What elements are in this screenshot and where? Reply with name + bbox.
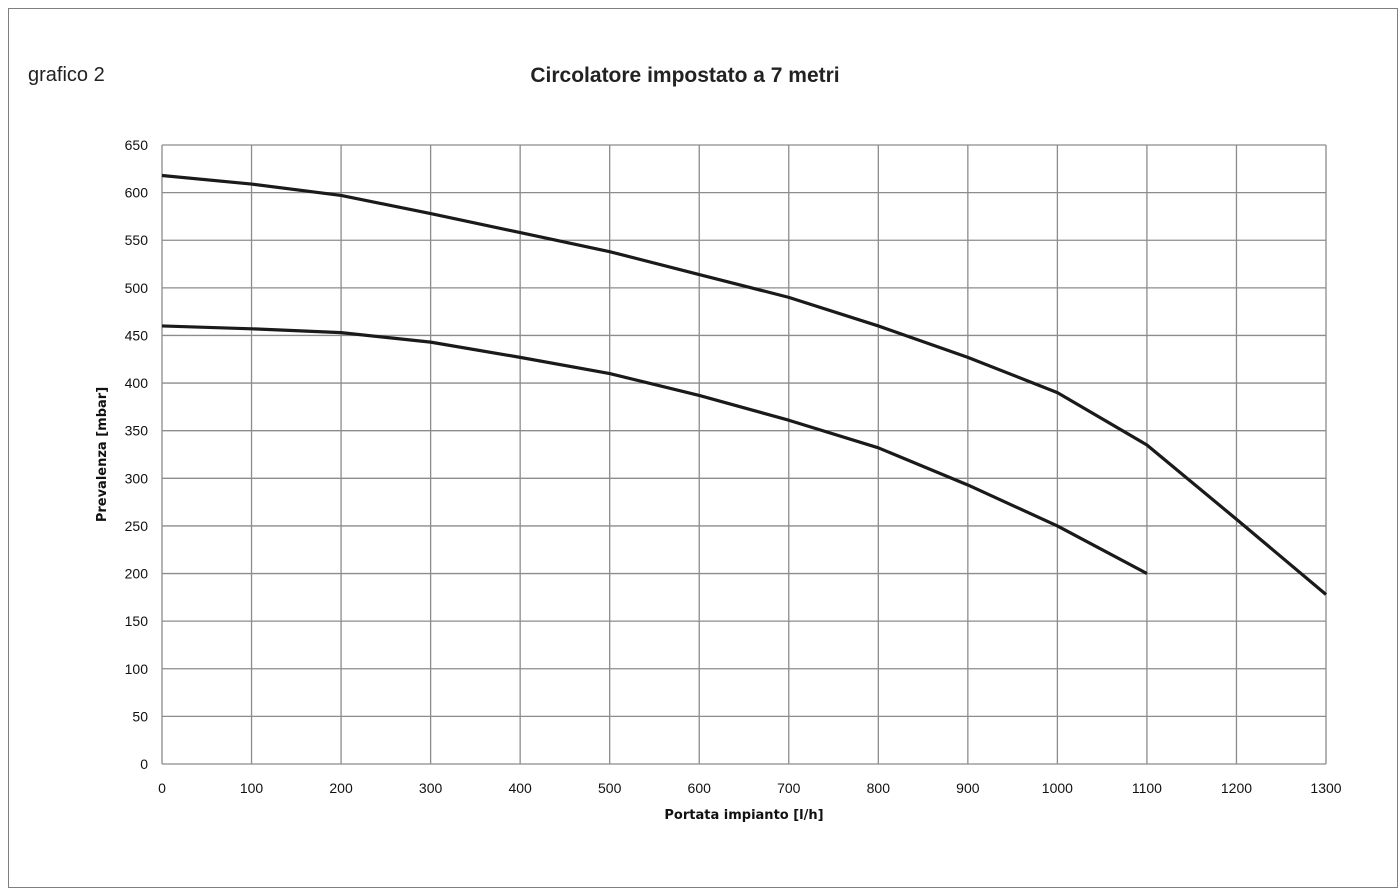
y-tick-label: 350 (125, 423, 149, 439)
y-tick-label: 150 (125, 613, 149, 629)
series-line-2 (161, 324, 1148, 575)
x-tick-label: 800 (867, 780, 891, 796)
series-layer (161, 173, 1328, 596)
x-tick-label: 100 (240, 780, 264, 796)
y-tick-label: 300 (125, 470, 149, 486)
x-tick-label: 700 (777, 780, 801, 796)
y-tick-label: 550 (125, 232, 149, 248)
y-tick-label: 100 (125, 661, 149, 677)
y-tick-label: 50 (132, 708, 148, 724)
x-tick-label: 600 (688, 780, 712, 796)
x-tick-label: 1200 (1221, 780, 1252, 796)
chart-title: Circolatore impostato a 7 metri (530, 64, 840, 87)
x-tick-label: 1300 (1310, 780, 1341, 796)
tick-layer: 0 100 200 300 400 500 600 700 800 900 1000 1100 1200… (125, 137, 1342, 796)
x-tick-label: 400 (508, 780, 532, 796)
x-tick-label: 1100 (1132, 780, 1162, 796)
x-tick-label: 900 (956, 780, 980, 796)
y-tick-label: 400 (125, 375, 149, 391)
series-line-1 (161, 173, 1328, 596)
x-tick-label: 0 (158, 780, 166, 796)
x-tick-label: 300 (419, 780, 443, 796)
y-tick-label: 450 (125, 327, 149, 343)
y-tick-label: 0 (140, 756, 148, 772)
x-axis-label: Portata impianto [l/h] (664, 808, 823, 823)
figure-label: grafico 2 (28, 64, 105, 86)
y-tick-label: 500 (125, 280, 149, 296)
x-tick-label: 200 (329, 780, 353, 796)
y-tick-label: 650 (125, 137, 149, 153)
x-tick-label: 500 (598, 780, 622, 796)
y-tick-label: 250 (125, 518, 149, 534)
x-tick-label: 1000 (1042, 780, 1073, 796)
y-tick-label: 200 (125, 566, 149, 582)
grid-layer (161, 144, 1327, 765)
y-axis-label: Prevalenza [mbar] (95, 387, 110, 522)
y-tick-label: 600 (125, 185, 149, 201)
